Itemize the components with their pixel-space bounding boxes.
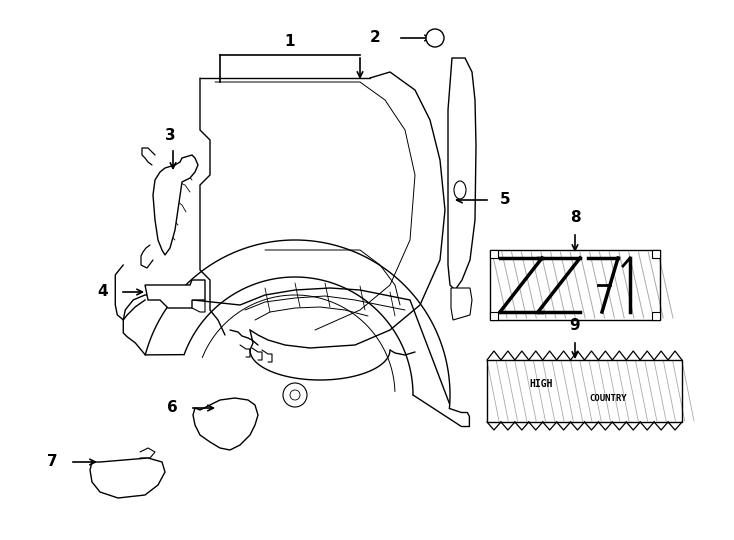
Bar — [487, 360, 682, 422]
Polygon shape — [451, 288, 472, 320]
Circle shape — [283, 383, 307, 407]
Bar — [652, 250, 660, 258]
Text: 8: 8 — [570, 211, 581, 226]
Text: 7: 7 — [47, 455, 57, 469]
Bar — [490, 312, 498, 320]
Text: 4: 4 — [98, 285, 109, 300]
Polygon shape — [193, 398, 258, 450]
Polygon shape — [448, 58, 476, 290]
Text: 2: 2 — [370, 30, 380, 45]
Ellipse shape — [454, 181, 466, 199]
Text: 5: 5 — [500, 192, 510, 207]
Text: 6: 6 — [167, 401, 178, 415]
Text: 3: 3 — [164, 127, 175, 143]
Text: 9: 9 — [570, 319, 581, 334]
Circle shape — [290, 390, 300, 400]
Polygon shape — [153, 155, 198, 255]
Text: COUNTRY: COUNTRY — [589, 394, 627, 403]
Polygon shape — [145, 280, 205, 308]
Text: 1: 1 — [285, 35, 295, 50]
Polygon shape — [90, 458, 165, 498]
Bar — [490, 250, 660, 320]
Text: HIGH: HIGH — [530, 379, 553, 389]
Bar — [652, 312, 660, 320]
Circle shape — [426, 29, 444, 47]
Bar — [490, 250, 498, 258]
